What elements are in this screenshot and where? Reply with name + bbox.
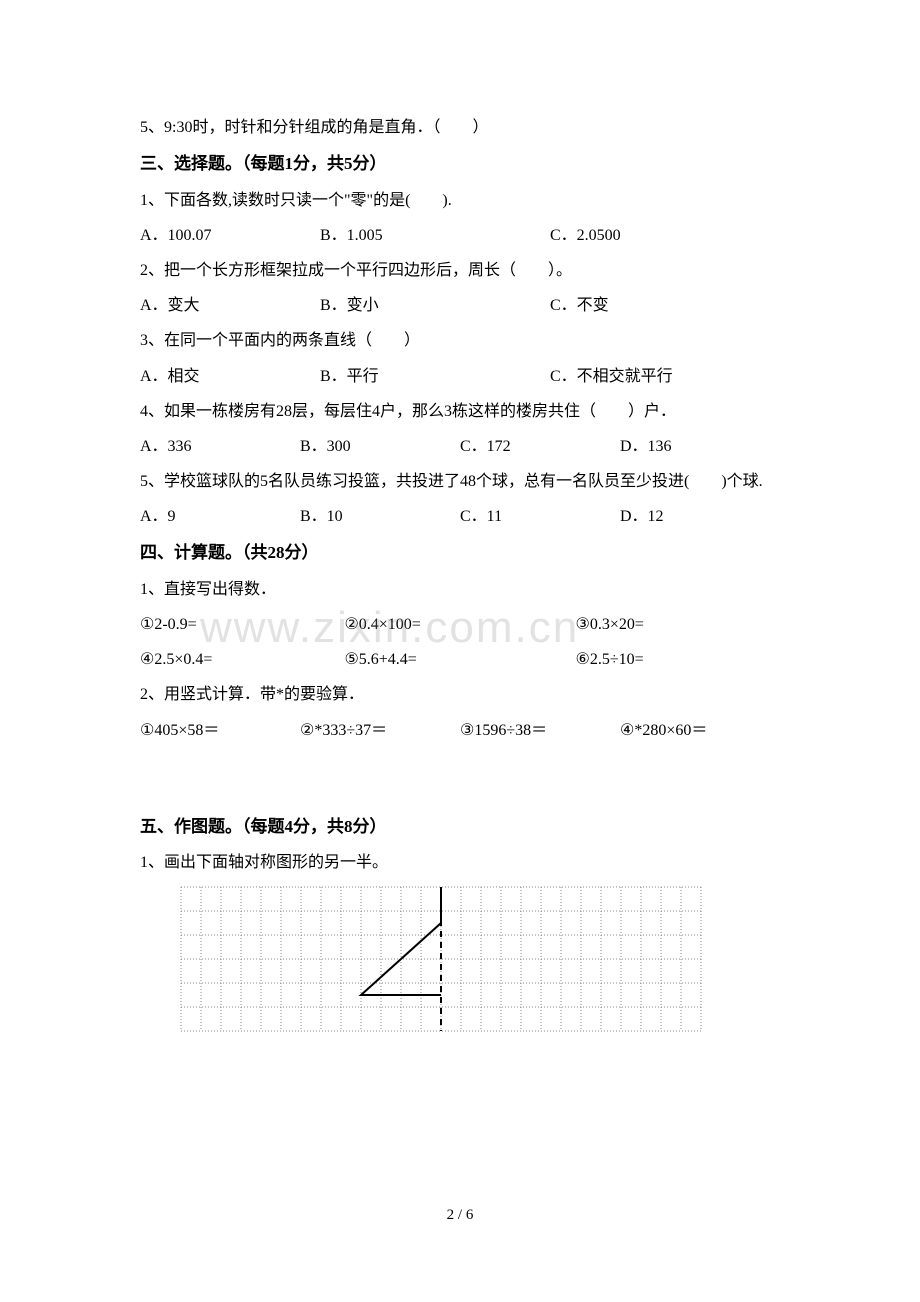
s3-q4-b: B．300	[300, 429, 460, 464]
grid-svg	[180, 886, 702, 1032]
s4-q1-row1: ①2-0.9= ②0.4×100= ③0.3×20=	[140, 607, 780, 642]
s3-q3-options: A．相交 B．平行 C．不相交就平行	[140, 359, 780, 394]
s4-q1-i1: ①2-0.9=	[140, 607, 344, 642]
s3-q2-a: A．变大	[140, 288, 320, 323]
s3-q4-a: A．336	[140, 429, 300, 464]
s3-q1-b: B．1.005	[320, 218, 550, 253]
s3-q4-options: A．336 B．300 C．172 D．136	[140, 429, 780, 464]
symmetry-grid-diagram	[180, 886, 780, 1045]
s3-q3-c: C．不相交就平行	[550, 359, 730, 394]
s5-q1-text: 1、画出下面轴对称图形的另一半。	[140, 845, 780, 880]
s4-q1-i3: ③0.3×20=	[576, 607, 780, 642]
s4-q1-row2: ④2.5×0.4= ⑤5.6+4.4= ⑥2.5÷10=	[140, 642, 780, 677]
s3-q5-text: 5、学校篮球队的5名队员练习投篮，共投进了48个球，总有一名队员至少投进( )个…	[140, 464, 780, 499]
page-number: 2 / 6	[0, 1199, 920, 1232]
s4-q1-i2: ②0.4×100=	[344, 607, 575, 642]
s3-q3-a: A．相交	[140, 359, 320, 394]
s4-q2-text: 2、用竖式计算．带*的要验算．	[140, 677, 780, 712]
s3-q5-d: D．12	[620, 499, 780, 534]
s4-q2-i3: ③1596÷38＝	[460, 713, 620, 748]
s4-q1-i5: ⑤5.6+4.4=	[344, 642, 575, 677]
s3-q4-c: C．172	[460, 429, 620, 464]
s3-q5-options: A．9 B．10 C．11 D．12	[140, 499, 780, 534]
s4-q2-i4: ④*280×60＝	[620, 713, 780, 748]
s3-q5-c: C．11	[460, 499, 620, 534]
s3-q2-c: C．不变	[550, 288, 730, 323]
s3-q3-text: 3、在同一个平面内的两条直线（ ）	[140, 323, 780, 358]
s3-q5-b: B．10	[300, 499, 460, 534]
s3-q2-text: 2、把一个长方形框架拉成一个平行四边形后，周长（ ）。	[140, 253, 780, 288]
s3-q2-options: A．变大 B．变小 C．不变	[140, 288, 780, 323]
s3-q3-b: B．平行	[320, 359, 550, 394]
s4-q1-i6: ⑥2.5÷10=	[576, 642, 780, 677]
prev-section-q5: 5、9:30时，时针和分针组成的角是直角．（ ）	[140, 110, 780, 145]
s4-q2-i1: ①405×58＝	[140, 713, 300, 748]
section-5-header: 五、作图题。（每题4分，共8分）	[140, 808, 780, 845]
s3-q4-text: 4、如果一栋楼房有28层，每层住4户，那么3栋这样的楼房共住（ ）户．	[140, 394, 780, 429]
s3-q1-a: A．100.07	[140, 218, 320, 253]
s3-q2-b: B．变小	[320, 288, 550, 323]
s3-q1-options: A．100.07 B．1.005 C．2.0500	[140, 218, 780, 253]
section-4-header: 四、计算题。（共28分）	[140, 534, 780, 571]
section-3-header: 三、选择题。（每题1分，共5分）	[140, 145, 780, 182]
s3-q5-a: A．9	[140, 499, 300, 534]
s4-q1-text: 1、直接写出得数．	[140, 572, 780, 607]
s3-q1-text: 1、下面各数,读数时只读一个"零"的是( ).	[140, 183, 780, 218]
s4-q2-i2: ②*333÷37＝	[300, 713, 460, 748]
s3-q4-d: D．136	[620, 429, 780, 464]
s4-q1-i4: ④2.5×0.4=	[140, 642, 344, 677]
s3-q1-c: C．2.0500	[550, 218, 730, 253]
s4-q2-row: ①405×58＝ ②*333÷37＝ ③1596÷38＝ ④*280×60＝	[140, 713, 780, 748]
